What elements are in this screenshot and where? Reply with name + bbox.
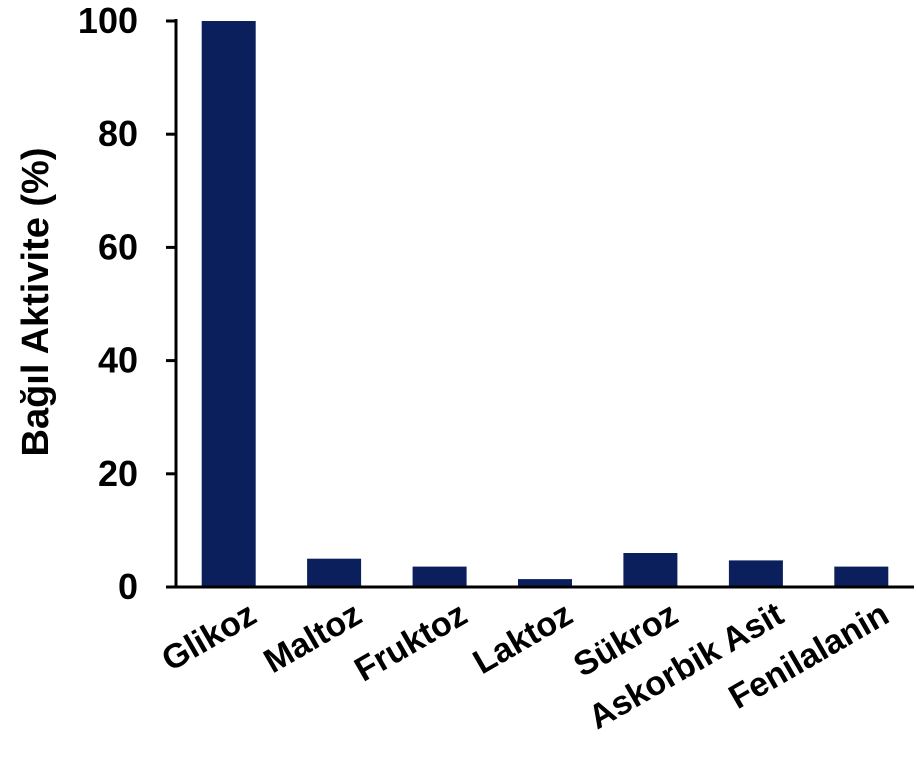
bar-sükroz <box>623 553 678 587</box>
y-tick-label: 0 <box>118 566 138 607</box>
y-tick-label: 80 <box>98 113 138 154</box>
bar-fenilalanin <box>834 566 889 587</box>
y-tick-label: 40 <box>98 340 138 381</box>
bar-askorbik-asit <box>728 560 783 587</box>
y-axis-label: Bağıl Aktivite (%) <box>15 148 57 457</box>
y-tick-label: 20 <box>98 453 138 494</box>
x-category-label: Fruktoz <box>348 595 473 689</box>
x-category-label: Laktoz <box>467 595 579 682</box>
bar-laktoz <box>518 579 572 587</box>
bar-fruktoz <box>412 566 467 587</box>
y-tick-label: 100 <box>78 0 138 41</box>
bars-group <box>201 21 889 587</box>
x-category-label: Glikoz <box>155 595 262 679</box>
bar-maltoz <box>307 558 362 587</box>
bar-glikoz <box>201 21 256 587</box>
axes-group <box>174 19 914 589</box>
y-tick-label: 60 <box>98 226 138 267</box>
y-ticks-group: 0 20 40 60 80 100 <box>78 0 176 607</box>
x-labels-group: GlikozMaltozFruktozLaktozSükrozAskorbik … <box>155 595 895 737</box>
x-category-label: Maltoz <box>257 595 368 681</box>
